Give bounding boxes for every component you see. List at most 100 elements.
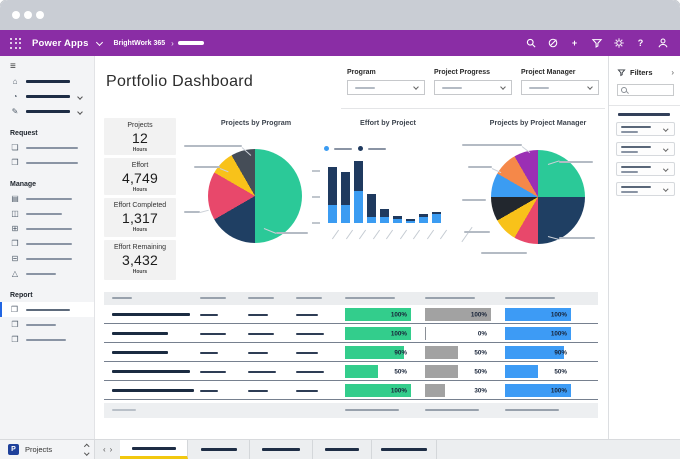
filters-search-input[interactable] <box>617 84 674 96</box>
table-row[interactable]: 100% 0% 100% <box>104 324 598 343</box>
x-axis-labels-redacted <box>330 226 473 244</box>
filter-icon <box>617 69 626 77</box>
filter-progress-dropdown[interactable] <box>434 80 512 95</box>
filter-card-3[interactable] <box>616 161 675 176</box>
pie-projects-by-manager[interactable] <box>491 150 585 244</box>
sidebar-item-request-1[interactable]: ❏ <box>0 140 94 155</box>
bar-project-7[interactable] <box>406 161 415 223</box>
entity-badge: P <box>8 444 19 455</box>
page-nav-arrows[interactable]: ‹ › <box>95 440 120 459</box>
kpi-card-effort[interactable]: Effort 4,749 Hours <box>104 158 176 195</box>
bar-project-6[interactable] <box>393 161 402 223</box>
filter-card-2[interactable] <box>616 141 675 156</box>
app-brand[interactable]: Power Apps <box>32 37 89 49</box>
chevron-down-icon[interactable] <box>95 38 103 46</box>
sidebar-item-manage-3[interactable]: ⊞ <box>0 221 94 236</box>
bar-project-3[interactable] <box>354 161 363 223</box>
cell-value-redacted <box>248 333 274 335</box>
page-prev-icon[interactable]: ‹ <box>103 445 106 454</box>
progress-bar-1: 90% <box>345 346 411 359</box>
filter-manager-dropdown[interactable] <box>521 80 599 95</box>
chart-title-projects-by-manager: Projects by Project Manager <box>489 118 587 127</box>
add-icon[interactable]: + <box>571 38 578 48</box>
warning-triangle-icon: △ <box>11 268 19 278</box>
environment-breadcrumb[interactable]: BrightWork 365 <box>113 39 166 47</box>
table-row[interactable]: 100% 100% 100% <box>104 305 598 324</box>
progress-bar-3: 100% <box>505 327 571 340</box>
filter-field-redacted <box>621 146 651 148</box>
filter-program-dropdown[interactable] <box>347 80 425 95</box>
page-next-icon[interactable]: › <box>109 445 113 454</box>
y-axis-tick-redacted <box>312 222 320 224</box>
sidebar-item-request-2[interactable]: ❐ <box>0 155 94 170</box>
expand-pane-icon[interactable]: › <box>671 68 674 77</box>
bar-project-2[interactable] <box>341 161 350 223</box>
tab-label-redacted <box>262 448 301 451</box>
progress-bar-1: 100% <box>345 327 411 340</box>
help-icon[interactable]: ? <box>637 38 644 48</box>
waffle-icon[interactable] <box>10 37 21 49</box>
window-titlebar <box>0 0 680 30</box>
progress-bar-3: 100% <box>505 308 571 321</box>
sidebar-item-report-3[interactable]: ❐ <box>0 332 94 347</box>
sidebar-item-manage-2[interactable]: ◫ <box>0 206 94 221</box>
sidebar-item-report-1-selected[interactable]: ❐ <box>0 302 94 317</box>
progress-value: 50% <box>474 349 487 356</box>
entity-stepper[interactable] <box>83 444 89 455</box>
filter-card-1[interactable] <box>616 121 675 136</box>
table-row[interactable]: 90% 50% 90% <box>104 343 598 362</box>
table-row[interactable]: 50% 50% 50% <box>104 362 598 381</box>
row-name-redacted <box>112 370 190 373</box>
sidebar-item-manage-4[interactable]: ❐ <box>0 236 94 251</box>
pie-label-redacted <box>559 161 593 163</box>
table-row[interactable]: 100% 30% 100% <box>104 381 598 400</box>
progress-bar-3: 90% <box>505 346 571 359</box>
row-name-redacted <box>112 332 168 335</box>
column-header-redacted <box>112 297 132 299</box>
window-close-button[interactable] <box>12 11 20 19</box>
report-tab-3[interactable] <box>250 440 314 459</box>
sidebar-item-manage-6[interactable]: △ <box>0 266 94 281</box>
chevron-down-icon[interactable] <box>77 108 83 115</box>
settings-gear-icon[interactable] <box>611 36 626 51</box>
sitemap-sidebar: ≡ ⌂ ◔ ✎ Request ❏ ❐ Manage ▤ <box>0 56 95 439</box>
account-icon[interactable] <box>655 36 670 51</box>
kpi-card-effort-completed[interactable]: Effort Completed 1,317 Hours <box>104 198 176 237</box>
bar-project-5[interactable] <box>380 161 389 223</box>
sidebar-item-recent[interactable]: ◔ <box>0 89 94 104</box>
report-tab-5[interactable] <box>372 440 438 459</box>
kpi-card-effort-remaining[interactable]: Effort Remaining 3,432 Hours <box>104 240 176 280</box>
selected-value-redacted <box>442 87 462 89</box>
report-tab-2[interactable] <box>188 440 251 459</box>
hamburger-icon[interactable]: ≡ <box>10 61 16 72</box>
entity-selector[interactable]: P Projects <box>0 440 95 459</box>
filter-card-4[interactable] <box>616 181 675 196</box>
progress-value: 100% <box>390 311 407 318</box>
sidebar-item-pinned[interactable]: ✎ <box>0 104 94 119</box>
pane-divider <box>609 105 680 106</box>
bar-project-4[interactable] <box>367 161 376 223</box>
form-icon: ❐ <box>11 157 19 167</box>
filter-icon[interactable] <box>589 36 604 51</box>
sidebar-item-report-2[interactable]: ❐ <box>0 317 94 332</box>
sidebar-item-home[interactable]: ⌂ <box>0 74 94 89</box>
sidebar-section-report: Report <box>10 292 33 299</box>
document-icon: ❐ <box>11 238 19 248</box>
bar-project-9[interactable] <box>432 161 441 223</box>
window-minimize-button[interactable] <box>24 11 32 19</box>
tab-label-redacted <box>381 448 428 451</box>
search-icon[interactable] <box>523 36 538 51</box>
bar-project-8[interactable] <box>419 161 428 223</box>
tab-label-redacted <box>200 448 237 451</box>
report-tab-4[interactable] <box>313 440 373 459</box>
kpi-card-projects[interactable]: Projects 12 Hours <box>104 118 176 155</box>
bar-project-1[interactable] <box>328 161 337 223</box>
insights-icon[interactable] <box>545 36 560 51</box>
report-tab-1-active[interactable] <box>120 440 189 459</box>
window-maximize-button[interactable] <box>36 11 44 19</box>
pie-projects-by-program[interactable] <box>208 149 302 243</box>
report-icon: ❐ <box>11 319 19 329</box>
sidebar-item-manage-5[interactable]: ⊟ <box>0 251 94 266</box>
sidebar-item-manage-1[interactable]: ▤ <box>0 191 94 206</box>
chevron-down-icon[interactable] <box>77 93 83 100</box>
